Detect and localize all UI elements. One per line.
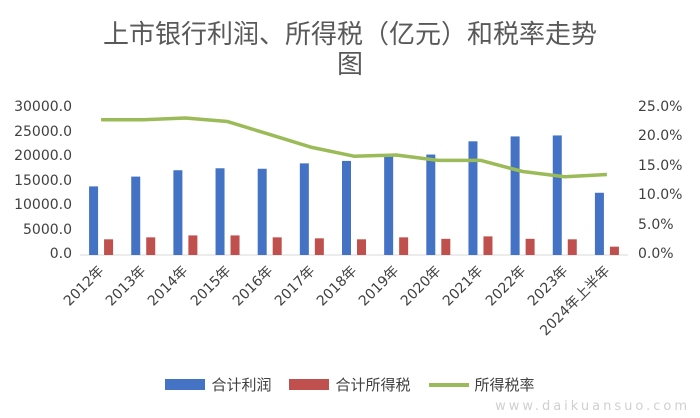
left-tick-label: 30000.0 [14, 99, 72, 115]
chart-title-line-1: 上市银行利润、所得税（亿元）和税率走势 [102, 20, 597, 50]
bar-tax-6 [357, 239, 366, 255]
legend-label-tax-rate: 所得税率 [474, 376, 535, 394]
bar-tax-9 [483, 236, 493, 255]
legend-item-profit: 合计利润 [165, 374, 271, 395]
legend-swatch-tax-rate [428, 382, 469, 387]
bar-profit-3 [215, 168, 225, 255]
bar-tax-12 [609, 246, 619, 255]
bar-profit-7 [384, 155, 394, 255]
chart-title-line-2: 图 [336, 50, 363, 80]
bar-profit-10 [510, 136, 520, 255]
legend-label-profit: 合计利润 [211, 376, 272, 394]
bar-tax-3 [230, 235, 240, 255]
bar-profit-5 [299, 163, 309, 255]
left-tick-label: 15000.0 [14, 172, 72, 189]
legend: 合计利润 合计所得税 所得税率 [0, 374, 700, 395]
left-tick-label: 5000.0 [23, 221, 72, 238]
bar-profit-1 [131, 176, 141, 255]
left-tick-label: 25000.0 [14, 123, 72, 140]
bar-tax-4 [272, 237, 282, 255]
bar-tax-5 [314, 238, 324, 255]
legend-swatch-profit [165, 379, 206, 390]
right-tick-label: 0.0% [638, 246, 674, 262]
right-tick-label: 20.0% [638, 128, 683, 145]
line-tax-rate [101, 116, 608, 179]
watermark: www.daikuansuo.com [495, 399, 690, 414]
bar-profit-12 [594, 192, 604, 255]
right-tick-label: 10.0% [638, 187, 683, 204]
legend-swatch-tax [289, 379, 330, 390]
legend-item-tax-rate: 所得税率 [428, 374, 535, 395]
bar-profit-8 [426, 154, 436, 255]
bar-tax-0 [104, 239, 114, 255]
bar-profit-6 [342, 160, 351, 255]
bar-tax-1 [146, 237, 156, 255]
left-tick-label: 20000.0 [14, 148, 72, 164]
bar-profit-11 [552, 135, 562, 255]
bar-tax-8 [441, 238, 451, 255]
bar-tax-7 [399, 237, 409, 255]
bar-tax-11 [567, 239, 577, 255]
right-tick-label: 15.0% [638, 157, 683, 174]
bar-profit-9 [468, 141, 478, 255]
legend-item-tax: 合计所得税 [289, 374, 411, 395]
bar-tax-2 [188, 235, 198, 255]
left-tick-label: 0.0 [49, 246, 72, 262]
bar-profit-4 [257, 168, 267, 255]
right-tick-label: 25.0% [638, 99, 683, 115]
right-tick-label: 5.0% [638, 216, 674, 233]
legend-label-tax: 合计所得税 [335, 376, 411, 394]
bar-profit-2 [173, 170, 183, 255]
left-tick-label: 10000.0 [14, 197, 72, 213]
bar-profit-0 [89, 186, 99, 255]
bar-tax-10 [525, 238, 535, 255]
